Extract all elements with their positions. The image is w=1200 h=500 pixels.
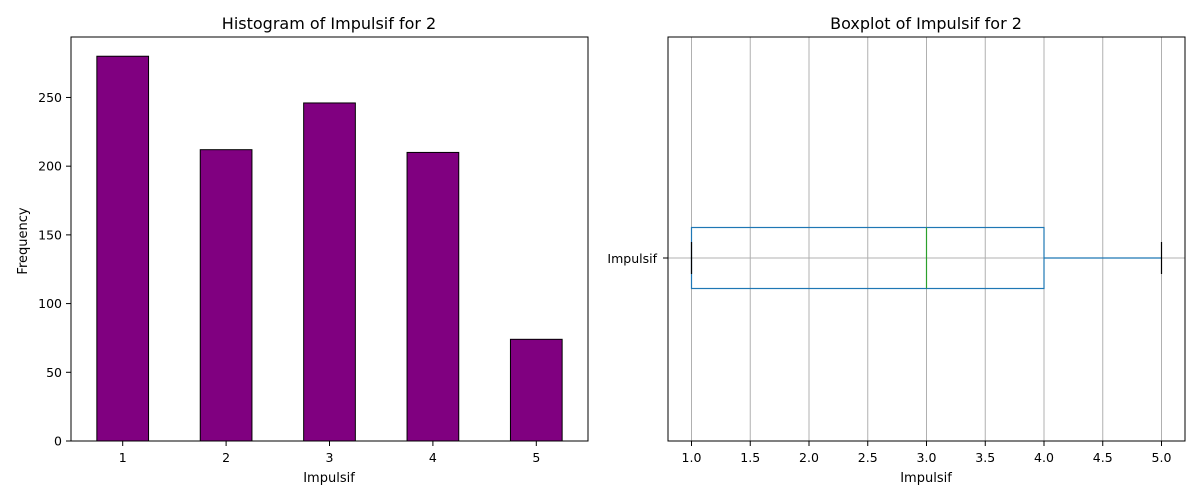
- boxplot-category-label: Impulsif: [607, 251, 657, 266]
- boxplot-x-tick-label: 2.0: [799, 450, 819, 465]
- histogram-x-tick-label: 1: [119, 450, 127, 465]
- boxplot-x-tick-label: 1.5: [740, 450, 760, 465]
- histogram-title: Histogram of Impulsif for 2: [222, 14, 436, 33]
- boxplot-axes-frame: [667, 36, 1186, 442]
- histogram-y-tick-label: 0: [54, 434, 62, 449]
- histogram-y-tick-label: 100: [38, 296, 62, 311]
- histogram-y-tick-label: 200: [38, 159, 62, 174]
- histogram-y-tick-label: 250: [38, 90, 62, 105]
- histogram-panel: Histogram of Impulsif for 2 0 50 100 150 200…: [16, 14, 589, 486]
- histogram-y-tick-label: 150: [38, 227, 62, 242]
- histogram-x-tick-label: 3: [326, 450, 334, 465]
- histogram-bars: [96, 55, 563, 442]
- boxplot-shapes: [690, 226, 1163, 290]
- histogram-y-tick-label: 50: [46, 365, 62, 380]
- boxplot-panel: Boxplot of Impulsif for 2 1.0 1.5 2.0 2.5 3.…: [607, 14, 1186, 486]
- boxplot-x-tick-label: 1.0: [682, 450, 702, 465]
- histogram-bar: [199, 149, 253, 442]
- histogram-y-ticks: 0 50 100 150 200 250: [38, 90, 71, 449]
- boxplot-x-tick-label: 2.5: [858, 450, 878, 465]
- histogram-x-tick-label: 5: [532, 450, 540, 465]
- boxplot-x-tick-label: 4.5: [1093, 450, 1113, 465]
- boxplot-x-tick-label: 3.5: [975, 450, 995, 465]
- boxplot-x-axis-label: Impulsif: [900, 471, 952, 486]
- boxplot-x-tick-label: 5.0: [1152, 450, 1172, 465]
- histogram-y-axis-label: Frequency: [16, 207, 31, 274]
- histogram-x-tick-label: 2: [222, 450, 230, 465]
- boxplot-x-tick-label: 4.0: [1034, 450, 1054, 465]
- boxplot-title: Boxplot of Impulsif for 2: [830, 14, 1022, 33]
- histogram-bar: [406, 151, 460, 442]
- histogram-bar: [509, 338, 563, 442]
- boxplot-x-ticks: 1.0 1.5 2.0 2.5 3.0 3.5 4.0 4.5 5.0: [682, 441, 1172, 465]
- histogram-x-ticks: 1 2 3 4 5: [119, 441, 540, 465]
- histogram-bar: [303, 102, 356, 442]
- histogram-x-tick-label: 4: [429, 450, 437, 465]
- boxplot-x-tick-label: 3.0: [917, 450, 937, 465]
- histogram-axes-frame: [70, 36, 589, 442]
- histogram-x-axis-label: Impulsif: [303, 471, 355, 486]
- histogram-bar: [96, 55, 150, 442]
